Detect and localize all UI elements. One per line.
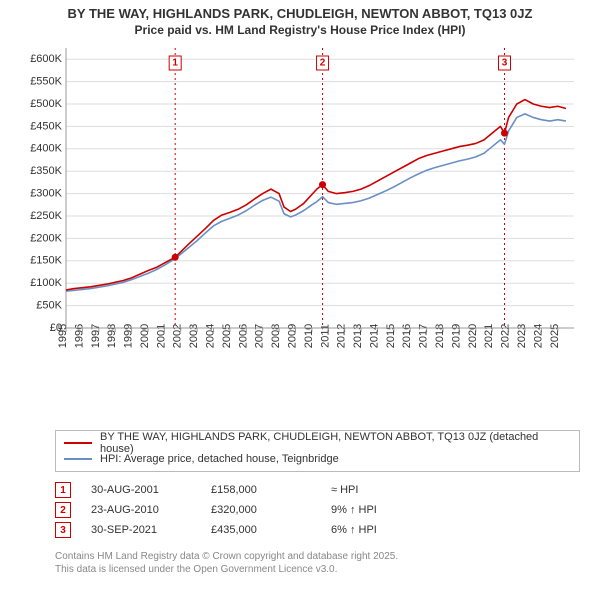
legend: BY THE WAY, HIGHLANDS PARK, CHUDLEIGH, N… [55, 430, 580, 472]
svg-text:2020: 2020 [467, 324, 479, 348]
svg-text:£550K: £550K [30, 76, 62, 88]
svg-text:2005: 2005 [221, 324, 233, 348]
price-chart: £0£50K£100K£150K£200K£250K£300K£350K£400… [20, 42, 580, 382]
svg-text:1997: 1997 [90, 324, 102, 348]
event-marker-box: 3 [55, 522, 71, 538]
event-comparison: 9% ↑ HPI [331, 504, 377, 516]
svg-text:1996: 1996 [73, 324, 85, 348]
svg-text:2012: 2012 [336, 324, 348, 348]
legend-label: HPI: Average price, detached house, Teig… [100, 453, 339, 465]
legend-label: BY THE WAY, HIGHLANDS PARK, CHUDLEIGH, N… [100, 431, 571, 455]
legend-item: BY THE WAY, HIGHLANDS PARK, CHUDLEIGH, N… [64, 435, 571, 451]
legend-swatch [64, 442, 92, 444]
svg-text:2000: 2000 [139, 324, 151, 348]
svg-text:£150K: £150K [30, 255, 62, 267]
svg-text:2002: 2002 [172, 324, 184, 348]
svg-text:2001: 2001 [155, 324, 167, 348]
svg-text:2018: 2018 [434, 324, 446, 348]
svg-text:£50K: £50K [36, 300, 62, 312]
attribution: Contains HM Land Registry data © Crown c… [55, 550, 580, 576]
event-price: £320,000 [211, 504, 331, 516]
svg-text:1: 1 [172, 58, 178, 69]
svg-text:2013: 2013 [352, 324, 364, 348]
event-marker-box: 2 [55, 502, 71, 518]
event-date: 30-SEP-2021 [91, 524, 211, 536]
svg-text:2007: 2007 [254, 324, 266, 348]
svg-text:£500K: £500K [30, 98, 62, 110]
svg-text:2024: 2024 [532, 324, 544, 348]
svg-text:3: 3 [502, 58, 508, 69]
svg-text:2015: 2015 [385, 324, 397, 348]
svg-text:£450K: £450K [30, 121, 62, 133]
event-date: 30-AUG-2001 [91, 484, 211, 496]
event-row: 2 23-AUG-2010 £320,000 9% ↑ HPI [55, 500, 580, 520]
event-marker-n: 2 [60, 505, 66, 516]
event-row: 1 30-AUG-2001 £158,000 ≈ HPI [55, 480, 580, 500]
svg-text:1998: 1998 [106, 324, 118, 348]
svg-text:2022: 2022 [500, 324, 512, 348]
svg-text:2023: 2023 [516, 324, 528, 348]
event-marker-n: 1 [60, 485, 66, 496]
svg-text:£300K: £300K [30, 188, 62, 200]
event-price: £158,000 [211, 484, 331, 496]
svg-text:1999: 1999 [123, 324, 135, 348]
chart-title-block: BY THE WAY, HIGHLANDS PARK, CHUDLEIGH, N… [0, 0, 600, 38]
svg-text:2: 2 [320, 58, 326, 69]
svg-text:2021: 2021 [483, 324, 495, 348]
event-marker-box: 1 [55, 482, 71, 498]
svg-text:2003: 2003 [188, 324, 200, 348]
svg-text:£100K: £100K [30, 278, 62, 290]
svg-text:£200K: £200K [30, 233, 62, 245]
event-price: £435,000 [211, 524, 331, 536]
svg-text:2016: 2016 [401, 324, 413, 348]
svg-text:2019: 2019 [450, 324, 462, 348]
svg-text:2014: 2014 [368, 324, 380, 348]
svg-text:2009: 2009 [286, 324, 298, 348]
svg-text:1995: 1995 [57, 324, 69, 348]
event-comparison: 6% ↑ HPI [331, 524, 377, 536]
svg-text:2006: 2006 [237, 324, 249, 348]
svg-text:£250K: £250K [30, 210, 62, 222]
event-row: 3 30-SEP-2021 £435,000 6% ↑ HPI [55, 520, 580, 540]
svg-text:2025: 2025 [549, 324, 561, 348]
attribution-line-2: This data is licensed under the Open Gov… [55, 563, 580, 576]
svg-text:£400K: £400K [30, 143, 62, 155]
svg-text:£600K: £600K [30, 54, 62, 66]
svg-text:£350K: £350K [30, 166, 62, 178]
event-date: 23-AUG-2010 [91, 504, 211, 516]
svg-text:2010: 2010 [303, 324, 315, 348]
attribution-line-1: Contains HM Land Registry data © Crown c… [55, 550, 580, 563]
svg-text:2004: 2004 [205, 324, 217, 348]
event-comparison: ≈ HPI [331, 484, 358, 496]
svg-text:2017: 2017 [418, 324, 430, 348]
event-marker-n: 3 [60, 525, 66, 536]
sale-events-table: 1 30-AUG-2001 £158,000 ≈ HPI 2 23-AUG-20… [55, 480, 580, 540]
legend-swatch [64, 458, 92, 460]
svg-text:2008: 2008 [270, 324, 282, 348]
chart-svg: £0£50K£100K£150K£200K£250K£300K£350K£400… [20, 42, 580, 382]
title-line-2: Price paid vs. HM Land Registry's House … [0, 23, 600, 39]
title-line-1: BY THE WAY, HIGHLANDS PARK, CHUDLEIGH, N… [0, 6, 600, 23]
